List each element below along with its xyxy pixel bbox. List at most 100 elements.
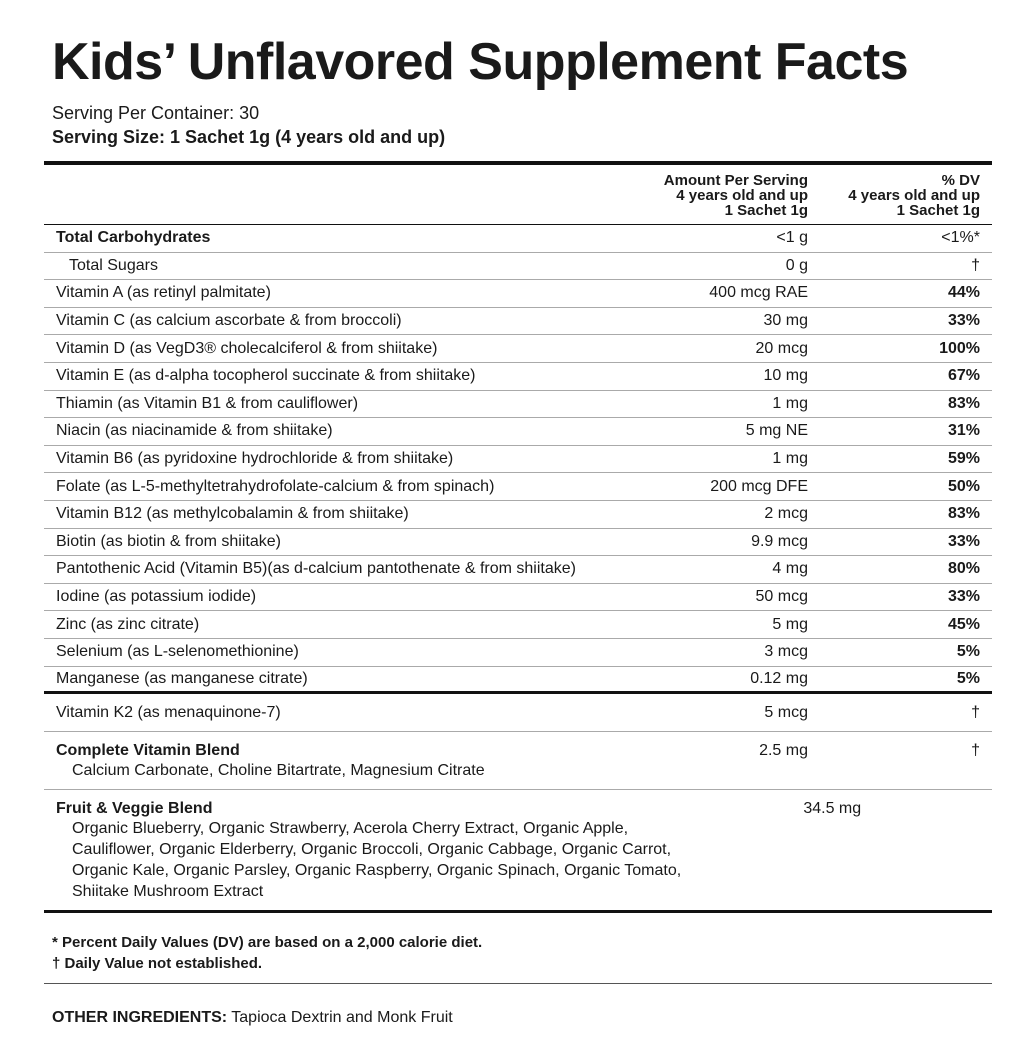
- nutrient-amount: <1 g: [776, 229, 808, 247]
- divider: [44, 983, 992, 984]
- nutrient-row: Manganese (as manganese citrate) 0.12 mg 5…: [44, 667, 992, 695]
- nutrient-name: Iodine (as potassium iodide): [56, 588, 257, 606]
- blend-dv: †: [971, 704, 980, 722]
- title: Kids’ Unflavored Supplement Facts: [52, 33, 909, 91]
- nutrient-dv: 45%: [947, 615, 980, 633]
- nutrient-dv: 31%: [947, 422, 980, 440]
- nutrient-amount: 1 mg: [772, 394, 808, 412]
- nutrient-dv: 33%: [947, 588, 980, 606]
- nutrient-amount: 10 mg: [763, 367, 808, 385]
- nutrient-dv: 33%: [947, 312, 980, 330]
- blend-row: Vitamin K2 (as menaquinone-7) 5 mcg †: [44, 694, 992, 733]
- blend-row: Complete Vitamin Blend Calcium Carbonate,…: [44, 732, 992, 791]
- nutrient-dv: 59%: [947, 450, 980, 468]
- nutrient-amount: 3 mcg: [764, 643, 808, 661]
- blend-ingredients: Organic Kale, Organic Parsley, Organic R…: [72, 862, 682, 880]
- header-line: 4 years old and up: [676, 187, 808, 204]
- nutrient-row: Thiamin (as Vitamin B1 & from cauliflowe…: [44, 391, 992, 419]
- nutrient-row: Zinc (as zinc citrate) 5 mg 45%: [44, 611, 992, 639]
- nutrient-name: Vitamin C (as calcium ascorbate & from b…: [56, 312, 402, 330]
- blend-dv: †: [971, 742, 980, 760]
- nutrient-amount: 50 mcg: [755, 588, 808, 606]
- blend-dv: †: [861, 800, 1024, 818]
- nutrient-amount: 5 mg NE: [745, 422, 808, 440]
- nutrient-amount: 5 mg: [772, 615, 808, 633]
- nutrient-name: Vitamin D (as VegD3® cholecalciferol & f…: [56, 339, 438, 357]
- footnotes: * Percent Daily Values (DV) are based on…: [52, 932, 482, 974]
- footnote: † Daily Value not established.: [52, 955, 263, 972]
- nutrient-amount: 30 mg: [763, 312, 808, 330]
- nutrient-dv: 44%: [947, 284, 980, 302]
- nutrient-row: Biotin (as biotin & from shiitake) 9.9 mc…: [44, 529, 992, 557]
- nutrient-amount: 20 mcg: [755, 339, 808, 357]
- nutrient-name: Zinc (as zinc citrate): [56, 615, 200, 633]
- blend-ingredients: Organic Blueberry, Organic Strawberry, A…: [72, 820, 629, 838]
- blend-name: Complete Vitamin Blend: [56, 742, 240, 760]
- nutrient-name: Total Carbohydrates: [56, 229, 211, 247]
- nutrient-name: Selenium (as L-selenomethionine): [56, 643, 299, 661]
- nutrient-name: Vitamin B6 (as pyridoxine hydrochloride …: [56, 450, 454, 468]
- nutrient-name: Total Sugars: [69, 256, 158, 274]
- nutrient-row: Pantothenic Acid (Vitamin B5)(as d-calci…: [44, 556, 992, 584]
- nutrient-name: Vitamin E (as d-alpha tocopherol succina…: [56, 367, 476, 385]
- header-dv: % DV 4 years old and up 1 Sachet 1g: [808, 173, 992, 218]
- nutrient-name: Manganese (as manganese citrate): [56, 669, 308, 687]
- header-amount: Amount Per Serving 4 years old and up 1 Sa…: [628, 173, 808, 218]
- nutrient-row: Iodine (as potassium iodide) 50 mcg 33%: [44, 584, 992, 612]
- serving-size: Serving Size: 1 Sachet 1g (4 years old a…: [52, 127, 446, 147]
- nutrient-amount: 1 mg: [772, 450, 808, 468]
- blend-ingredients: Shiitake Mushroom Extract: [72, 883, 264, 901]
- other-ingredients-text: Tapioca Dextrin and Monk Fruit: [231, 1009, 453, 1026]
- facts-table: Amount Per Serving 4 years old and up 1 Sa…: [44, 161, 992, 914]
- nutrient-name: Folate (as L-5-methyltetrahydrofolate-ca…: [56, 477, 495, 495]
- other-ingredients-label: OTHER INGREDIENTS:: [52, 1009, 228, 1026]
- nutrient-dv: †: [971, 256, 980, 274]
- nutrient-row: Niacin (as niacinamide & from shiitake) 5…: [44, 418, 992, 446]
- blend-ingredients: Calcium Carbonate, Choline Bitartrate, M…: [72, 762, 485, 780]
- nutrient-dv: 80%: [947, 560, 980, 578]
- nutrient-name: Thiamin (as Vitamin B1 & from cauliflowe…: [56, 394, 359, 412]
- nutrient-dv: 5%: [956, 643, 980, 661]
- header-line: 4 years old and up: [848, 187, 980, 204]
- blend-name: Fruit & Veggie Blend: [56, 800, 213, 818]
- blend-row: Fruit & Veggie Blend Organic Blueberry, O…: [44, 790, 992, 914]
- nutrient-row: Total Carbohydrates <1 g <1%*: [44, 225, 992, 253]
- nutrient-amount: 0 g: [785, 256, 808, 274]
- nutrient-amount: 0.12 mg: [750, 669, 808, 687]
- nutrient-row: Total Sugars 0 g †: [44, 253, 992, 281]
- nutrient-name: Niacin (as niacinamide & from shiitake): [56, 422, 333, 440]
- header-row: Amount Per Serving 4 years old and up 1 Sa…: [44, 165, 992, 225]
- nutrient-row: Selenium (as L-selenomethionine) 3 mcg 5%: [44, 639, 992, 667]
- blend-amount: 34.5 mg: [803, 800, 862, 818]
- nutrient-name: Vitamin B12 (as methylcobalamin & from s…: [56, 505, 409, 523]
- nutrient-dv: 33%: [947, 532, 980, 550]
- blend-name: Vitamin K2 (as menaquinone-7): [56, 704, 281, 722]
- nutrient-row: Vitamin D (as VegD3® cholecalciferol & f…: [44, 335, 992, 363]
- header-line: 1 Sachet 1g: [724, 202, 808, 219]
- nutrient-amount: 9.9 mcg: [751, 532, 808, 550]
- blend-amount: 5 mcg: [764, 704, 808, 722]
- nutrient-dv: 83%: [947, 505, 980, 523]
- blend-amount: 2.5 mg: [759, 742, 808, 760]
- nutrient-dv: 83%: [947, 394, 980, 412]
- nutrient-amount: 4 mg: [772, 560, 808, 578]
- servings-per-container: Serving Per Container: 30: [52, 103, 260, 123]
- nutrient-dv: 5%: [956, 669, 980, 687]
- nutrient-row: Vitamin E (as d-alpha tocopherol succina…: [44, 363, 992, 391]
- nutrient-dv: 50%: [947, 477, 980, 495]
- blend-ingredients: Cauliflower, Organic Elderberry, Organic…: [72, 841, 672, 859]
- nutrient-row: Vitamin B6 (as pyridoxine hydrochloride …: [44, 446, 992, 474]
- nutrient-amount: 400 mcg RAE: [709, 284, 808, 302]
- nutrient-name: Pantothenic Acid (Vitamin B5)(as d-calci…: [56, 560, 576, 578]
- nutrient-amount: 200 mcg DFE: [710, 477, 808, 495]
- nutrient-dv: 67%: [947, 367, 980, 385]
- other-ingredients: OTHER INGREDIENTS: Tapioca Dextrin and M…: [52, 1009, 453, 1027]
- nutrient-row: Vitamin C (as calcium ascorbate & from b…: [44, 308, 992, 336]
- blend-cell: Vitamin K2 (as menaquinone-7): [44, 704, 628, 722]
- nutrient-row: Folate (as L-5-methyltetrahydrofolate-ca…: [44, 473, 992, 501]
- header-line: % DV: [941, 172, 980, 189]
- nutrient-row: Vitamin A (as retinyl palmitate) 400 mcg …: [44, 280, 992, 308]
- header-line: 1 Sachet 1g: [896, 202, 980, 219]
- blend-cell: Complete Vitamin Blend Calcium Carbonate,…: [44, 742, 628, 781]
